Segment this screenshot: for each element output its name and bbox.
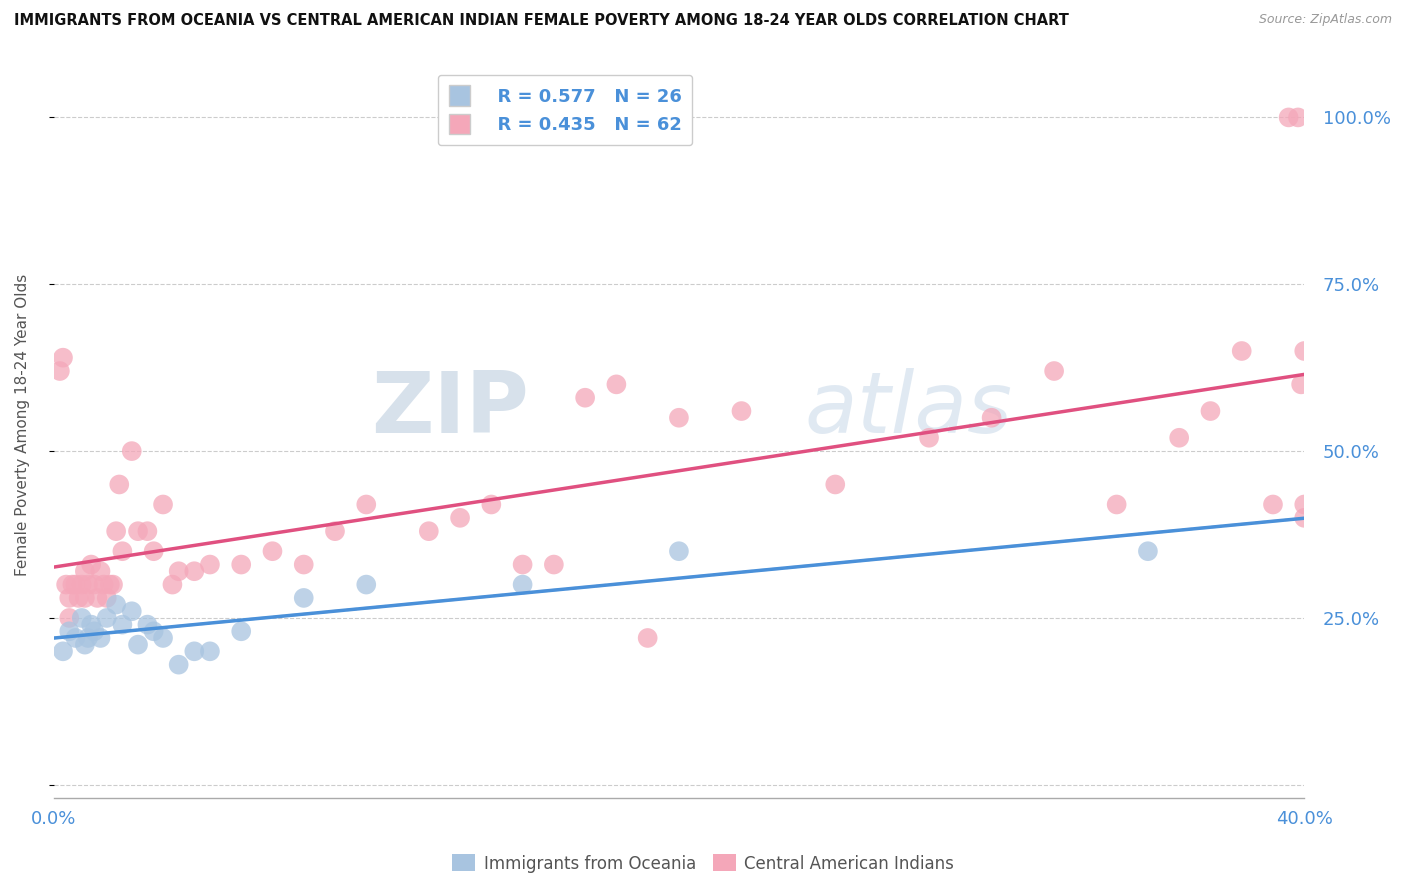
- Point: [292, 558, 315, 572]
- Point: [824, 477, 846, 491]
- Point: [52, 644, 75, 658]
- Y-axis label: Female Poverty Among 18-24 Year Olds: Female Poverty Among 18-24 Year Olds: [15, 273, 30, 575]
- Point: [80, 617, 103, 632]
- Point: [98, 577, 121, 591]
- Legend: Immigrants from Oceania, Central American Indians: Immigrants from Oceania, Central America…: [446, 847, 960, 880]
- Point: [101, 577, 124, 591]
- Point: [167, 564, 190, 578]
- Point: [111, 617, 134, 632]
- Point: [152, 631, 174, 645]
- Point: [1043, 364, 1066, 378]
- Point: [105, 598, 128, 612]
- Point: [111, 544, 134, 558]
- Point: [198, 644, 221, 658]
- Point: [65, 631, 87, 645]
- Point: [543, 558, 565, 572]
- Point: [86, 591, 108, 605]
- Point: [183, 564, 205, 578]
- Point: [980, 410, 1002, 425]
- Point: [231, 558, 253, 572]
- Point: [1136, 544, 1159, 558]
- Point: [65, 577, 87, 591]
- Point: [83, 624, 105, 639]
- Point: [67, 591, 90, 605]
- Point: [142, 544, 165, 558]
- Point: [231, 624, 253, 639]
- Point: [142, 624, 165, 639]
- Point: [105, 524, 128, 539]
- Point: [1105, 498, 1128, 512]
- Point: [1199, 404, 1222, 418]
- Point: [70, 577, 93, 591]
- Point: [52, 351, 75, 365]
- Point: [418, 524, 440, 539]
- Point: [89, 564, 111, 578]
- Point: [918, 431, 941, 445]
- Point: [83, 577, 105, 591]
- Point: [1261, 498, 1284, 512]
- Point: [730, 404, 752, 418]
- Point: [162, 577, 184, 591]
- Point: [449, 511, 471, 525]
- Point: [89, 631, 111, 645]
- Text: ZIP: ZIP: [371, 368, 529, 451]
- Point: [292, 591, 315, 605]
- Point: [1294, 498, 1316, 512]
- Point: [96, 611, 118, 625]
- Point: [58, 611, 80, 625]
- Point: [167, 657, 190, 672]
- Point: [58, 624, 80, 639]
- Point: [49, 364, 72, 378]
- Point: [1294, 511, 1316, 525]
- Point: [73, 591, 96, 605]
- Point: [198, 558, 221, 572]
- Point: [512, 577, 534, 591]
- Point: [1168, 431, 1191, 445]
- Point: [80, 558, 103, 572]
- Point: [637, 631, 659, 645]
- Point: [121, 604, 143, 618]
- Point: [96, 591, 118, 605]
- Point: [73, 564, 96, 578]
- Text: atlas: atlas: [804, 368, 1012, 451]
- Point: [668, 410, 690, 425]
- Point: [127, 638, 149, 652]
- Point: [121, 444, 143, 458]
- Point: [1289, 377, 1312, 392]
- Legend:   R = 0.577   N = 26,   R = 0.435   N = 62: R = 0.577 N = 26, R = 0.435 N = 62: [437, 75, 693, 145]
- Text: IMMIGRANTS FROM OCEANIA VS CENTRAL AMERICAN INDIAN FEMALE POVERTY AMONG 18-24 YE: IMMIGRANTS FROM OCEANIA VS CENTRAL AMERI…: [14, 13, 1069, 29]
- Point: [356, 498, 378, 512]
- Point: [70, 611, 93, 625]
- Point: [77, 577, 100, 591]
- Point: [183, 644, 205, 658]
- Point: [1286, 111, 1309, 125]
- Point: [512, 558, 534, 572]
- Point: [574, 391, 596, 405]
- Point: [58, 591, 80, 605]
- Point: [127, 524, 149, 539]
- Point: [77, 631, 100, 645]
- Point: [356, 577, 378, 591]
- Point: [108, 477, 131, 491]
- Point: [1278, 111, 1301, 125]
- Point: [1294, 343, 1316, 358]
- Point: [152, 498, 174, 512]
- Point: [479, 498, 502, 512]
- Point: [55, 577, 77, 591]
- Point: [668, 544, 690, 558]
- Point: [323, 524, 346, 539]
- Text: Source: ZipAtlas.com: Source: ZipAtlas.com: [1258, 13, 1392, 27]
- Point: [136, 617, 159, 632]
- Point: [262, 544, 284, 558]
- Point: [605, 377, 627, 392]
- Point: [60, 577, 83, 591]
- Point: [1230, 343, 1253, 358]
- Point: [93, 577, 115, 591]
- Point: [136, 524, 159, 539]
- Point: [73, 638, 96, 652]
